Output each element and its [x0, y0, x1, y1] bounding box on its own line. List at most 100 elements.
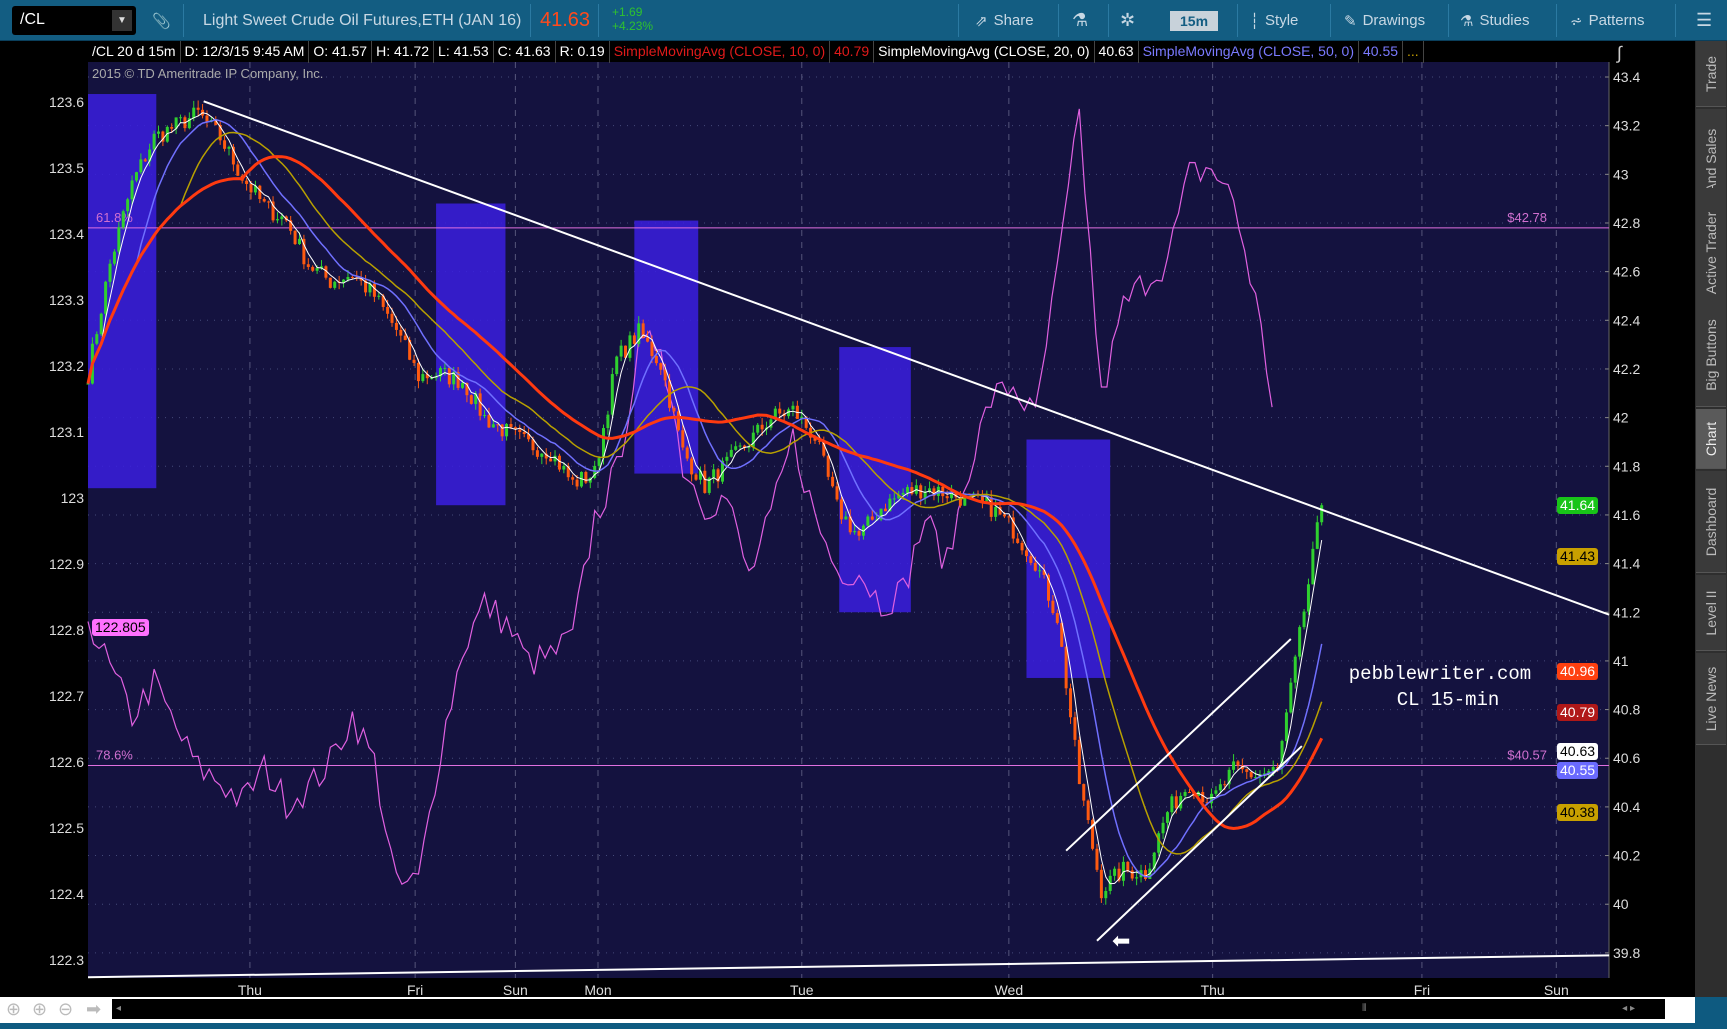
candle-body — [1276, 767, 1280, 769]
sma20-label[interactable]: SimpleMovingAvg (CLOSE, 20, 0) — [874, 41, 1095, 63]
candle-body — [112, 251, 116, 264]
side-tab-level-ii[interactable]: Level II — [1696, 575, 1726, 651]
price-badge: 41.43 — [1557, 548, 1599, 566]
candle-body — [522, 432, 526, 435]
candle-body — [1218, 784, 1222, 791]
candle-body — [760, 424, 764, 430]
sma10-label[interactable]: SimpleMovingAvg (CLOSE, 10, 0) — [610, 41, 831, 63]
side-tab-active-trader[interactable]: Active Trader — [1696, 188, 1726, 318]
candle-body — [1135, 877, 1139, 879]
side-tab-chart[interactable]: Chart — [1696, 409, 1726, 469]
candle-body — [143, 159, 147, 162]
right-axis-label: 42.8 — [1613, 215, 1640, 231]
studies-button[interactable]: ⚗ Studies — [1460, 12, 1530, 30]
sma50-value: 40.55 — [1359, 41, 1404, 63]
candle-body — [897, 494, 901, 499]
candle-body — [148, 149, 152, 162]
candle-body — [747, 446, 751, 448]
candle-body — [672, 407, 676, 412]
candle-body — [593, 465, 597, 478]
x-axis-label: Mon — [584, 982, 611, 997]
left-axis-label: 122.3 — [49, 952, 84, 968]
candle-body — [848, 516, 852, 533]
price-badge: 40.38 — [1557, 803, 1599, 821]
crosshair-icon[interactable]: ⊕ — [6, 999, 22, 1019]
left-axis-label: 123.6 — [49, 94, 84, 110]
candle-body — [628, 335, 632, 358]
style-button[interactable]: ┆ Style — [1250, 12, 1299, 30]
bottom-bar: ⊕ ⊕ ⊖ ➡ ◂ ⦀ ◂ ▸ — [0, 997, 1695, 1023]
right-axis-label: 43 — [1613, 166, 1629, 182]
candle-body — [1091, 820, 1095, 849]
candle-body — [1205, 802, 1209, 804]
chevron-down-icon[interactable]: ▼ — [112, 10, 132, 31]
candle-body — [919, 485, 923, 499]
candle-body — [170, 126, 174, 129]
menu-icon[interactable]: ☰ — [1696, 10, 1713, 30]
candle-body — [1223, 784, 1227, 786]
candle-body — [1055, 613, 1059, 623]
candle-body — [280, 216, 284, 220]
candle-body — [509, 424, 513, 428]
patterns-button[interactable]: ⩫ Patterns — [1570, 12, 1645, 30]
side-tab-big-buttons[interactable]: Big Buttons — [1696, 303, 1726, 407]
arrow-right-icon[interactable]: ➡ — [86, 999, 102, 1019]
candle-body — [606, 414, 610, 429]
candle-body — [386, 306, 390, 314]
share-button[interactable]: ⇗ Share — [975, 12, 1034, 30]
side-tab-live-news[interactable]: Live News — [1696, 653, 1726, 745]
candle-body — [1196, 792, 1200, 797]
zoom-in-icon[interactable]: ⊕ — [32, 999, 48, 1019]
candle-body — [557, 455, 561, 470]
candle-body — [1073, 717, 1077, 740]
zoom-out-icon[interactable]: ⊖ — [58, 999, 74, 1019]
candle-body — [372, 283, 376, 297]
candle-body — [381, 295, 385, 307]
candle-body — [1011, 517, 1015, 539]
side-tab-dashboard[interactable]: Dashboard — [1696, 471, 1726, 573]
candle-body — [368, 283, 372, 293]
candle-body — [461, 382, 465, 388]
paperclip-icon[interactable]: 📎 — [152, 12, 171, 30]
price-chart[interactable]: 43.4 43.2 43 42.8 42.6 42.4 42.2 42 41.8 41.6 41.4… — [0, 41, 1695, 997]
sma50-label[interactable]: SimpleMovingAvg (CLOSE, 50, 0) — [1139, 41, 1359, 63]
candle-body — [870, 516, 874, 520]
candle-body — [839, 499, 843, 520]
left-axis-label: 122.8 — [49, 622, 84, 638]
symbol-selector[interactable]: /CL ▼ — [12, 6, 136, 35]
flask-icon: ⚗ — [1460, 12, 1474, 30]
gear-icon[interactable]: ✲ — [1120, 10, 1136, 30]
candle-body — [1047, 574, 1051, 601]
sma10-value: 40.79 — [830, 41, 875, 63]
left-axis-label: 122.5 — [49, 820, 84, 836]
timeframe-button[interactable]: 15m — [1170, 0, 1219, 41]
watermark-line1: pebblewriter.com — [1349, 663, 1531, 685]
candle-body — [540, 453, 544, 457]
candle-body — [1302, 611, 1306, 628]
candle-body — [350, 277, 354, 279]
candle-body — [1086, 800, 1090, 821]
scale-icon[interactable]: ∫ — [1617, 43, 1622, 63]
candle-body — [227, 146, 231, 149]
candle-body — [1161, 822, 1165, 834]
candle-body — [1064, 646, 1068, 689]
right-axis-label: 39.8 — [1613, 945, 1640, 961]
candle-body — [1113, 868, 1117, 876]
candle-body — [513, 427, 517, 430]
candle-body — [1033, 562, 1037, 571]
horizontal-scrollbar[interactable]: ◂ ⦀ ◂ ▸ — [112, 999, 1665, 1019]
side-tab-trade[interactable]: Trade — [1696, 41, 1726, 107]
candle-body — [676, 411, 680, 431]
bar-range: R: 0.19 — [556, 41, 610, 63]
candle-body — [500, 424, 504, 437]
candle-body — [1002, 514, 1006, 517]
right-axis-label: 40.4 — [1613, 799, 1640, 815]
flask-icon[interactable]: ⚗ — [1072, 10, 1089, 30]
x-axis-label: Fri — [1414, 982, 1430, 997]
candle-body — [690, 458, 694, 475]
more-studies[interactable]: ... — [1403, 41, 1424, 63]
drawings-button[interactable]: ✎ Drawings — [1344, 12, 1426, 30]
candle-body — [139, 159, 143, 173]
right-axis-label: 42 — [1613, 410, 1629, 426]
candle-body — [249, 183, 253, 193]
